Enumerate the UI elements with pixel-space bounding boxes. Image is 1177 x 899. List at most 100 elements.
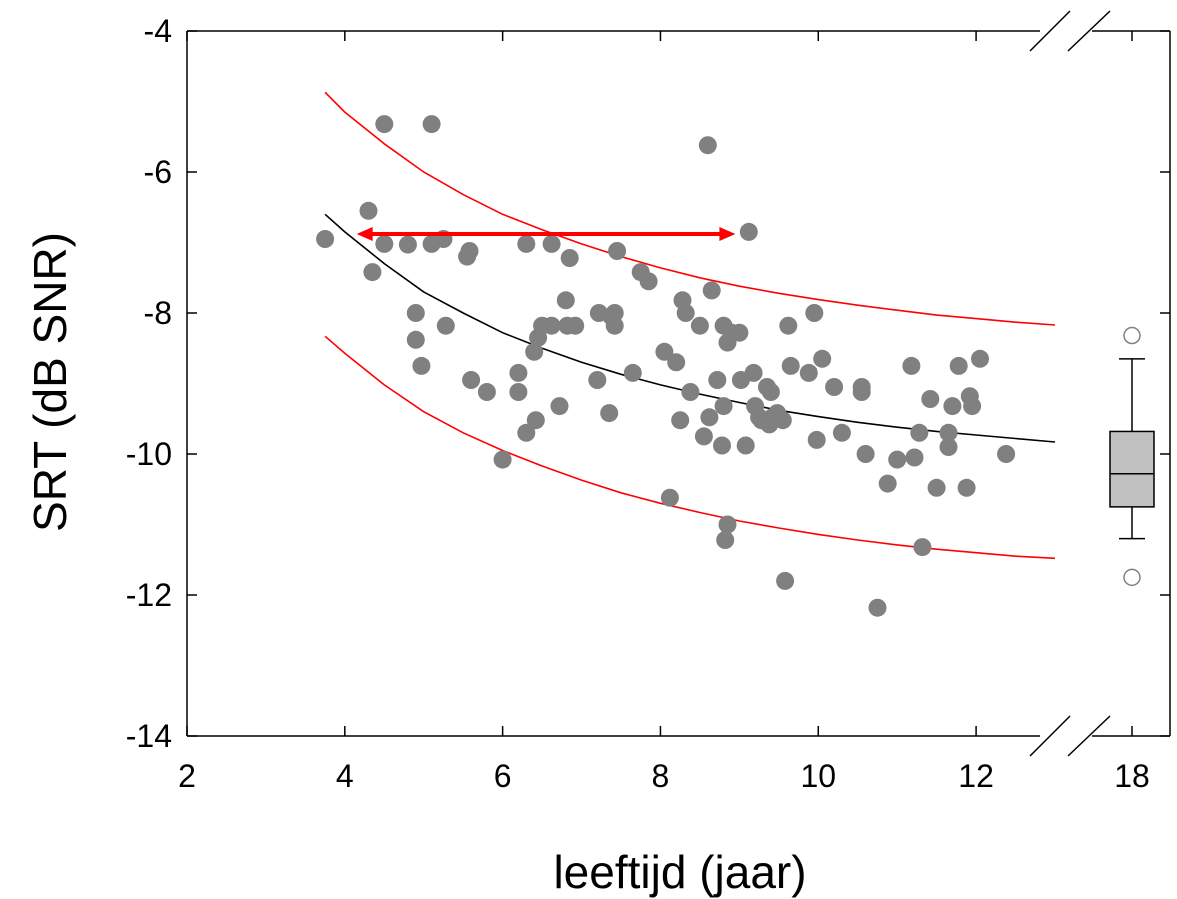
break-mark-bottom-1	[1067, 715, 1111, 757]
data-point	[739, 222, 758, 241]
boxplot-outlier	[1123, 568, 1141, 587]
data-point	[681, 383, 700, 401]
data-point	[566, 316, 585, 335]
data-point	[460, 242, 479, 260]
x-tick-label: 6	[494, 758, 512, 794]
break-mark-top-0	[1029, 10, 1071, 52]
data-point	[406, 304, 425, 322]
data-point	[412, 356, 431, 375]
x-tick-label: 12	[958, 758, 994, 794]
data-point	[363, 263, 382, 282]
data-point	[588, 371, 607, 389]
data-point	[525, 342, 544, 361]
data-point	[888, 450, 907, 469]
data-point	[773, 411, 792, 430]
data-point	[509, 363, 528, 382]
data-point	[927, 478, 946, 497]
data-point	[939, 438, 958, 456]
data-point	[910, 423, 929, 442]
y-tick-label: -12	[126, 577, 172, 613]
data-point	[517, 423, 536, 442]
data-point	[868, 598, 887, 617]
data-point	[600, 404, 619, 423]
break-mark-top-1	[1067, 10, 1111, 52]
arrow-head-right	[719, 227, 736, 242]
data-point	[943, 397, 962, 416]
x-tick-label: 2	[178, 758, 196, 794]
data-point	[493, 450, 512, 469]
data-point	[963, 397, 982, 416]
data-point	[744, 363, 763, 382]
data-point	[316, 230, 335, 248]
data-point	[526, 411, 545, 430]
data-point	[852, 378, 871, 396]
data-point	[556, 291, 575, 310]
data-point	[921, 390, 940, 408]
data-point	[779, 316, 798, 335]
y-tick-label: -8	[144, 295, 172, 331]
data-point	[813, 349, 832, 368]
data-point	[708, 371, 727, 389]
y-tick-label: -6	[144, 154, 172, 190]
data-point	[730, 323, 749, 342]
data-point	[702, 281, 721, 300]
data-point	[949, 356, 968, 375]
data-point	[560, 249, 579, 267]
data-point	[805, 304, 824, 322]
data-point	[605, 316, 624, 335]
data-point	[905, 448, 924, 467]
fit-curve-line	[324, 213, 1056, 443]
fit-curve	[324, 213, 1056, 443]
y-axis-label: SRT (dB SNR)	[24, 232, 76, 532]
data-point	[698, 136, 717, 155]
data-point	[799, 363, 818, 382]
y-tick-label: -10	[126, 436, 172, 472]
data-point	[825, 378, 844, 396]
data-point	[718, 515, 737, 534]
data-point	[542, 316, 561, 335]
data-point	[605, 304, 624, 322]
data-point	[736, 436, 755, 455]
data-point	[856, 445, 875, 463]
boxplot-outlier	[1123, 326, 1141, 345]
data-point	[477, 383, 496, 401]
data-point	[542, 234, 561, 253]
data-point	[781, 356, 800, 375]
data-point	[667, 353, 686, 372]
x-tick-label-18: 18	[1114, 758, 1150, 794]
data-point	[623, 363, 642, 382]
data-point	[690, 316, 709, 335]
data-point	[462, 371, 481, 389]
data-point	[639, 272, 658, 291]
range-arrow	[356, 227, 736, 242]
data-point	[694, 427, 713, 446]
data-point	[375, 234, 394, 253]
upper-limit-curve	[324, 91, 1056, 326]
data-point	[776, 571, 795, 590]
x-tick-label: 4	[336, 758, 354, 794]
data-points	[316, 115, 1016, 617]
data-point	[517, 234, 536, 253]
data-point	[436, 316, 455, 335]
data-point	[676, 304, 695, 322]
data-point	[550, 397, 569, 416]
data-point	[671, 411, 690, 430]
data-point	[660, 488, 679, 507]
data-point	[422, 115, 441, 134]
data-point	[359, 201, 378, 220]
data-point	[714, 397, 733, 416]
plot-frame	[186, 30, 1171, 737]
data-point	[997, 445, 1016, 463]
arrow-head-left	[356, 227, 373, 242]
data-point	[700, 408, 719, 427]
data-point	[608, 242, 627, 260]
data-point	[406, 330, 425, 349]
data-point	[878, 474, 897, 493]
x-tick-label: 8	[652, 758, 670, 794]
data-point	[913, 538, 932, 557]
data-point	[655, 342, 674, 361]
data-point	[713, 436, 731, 455]
x-tick-label: 10	[800, 758, 836, 794]
boxplot-age-18	[1109, 326, 1155, 587]
